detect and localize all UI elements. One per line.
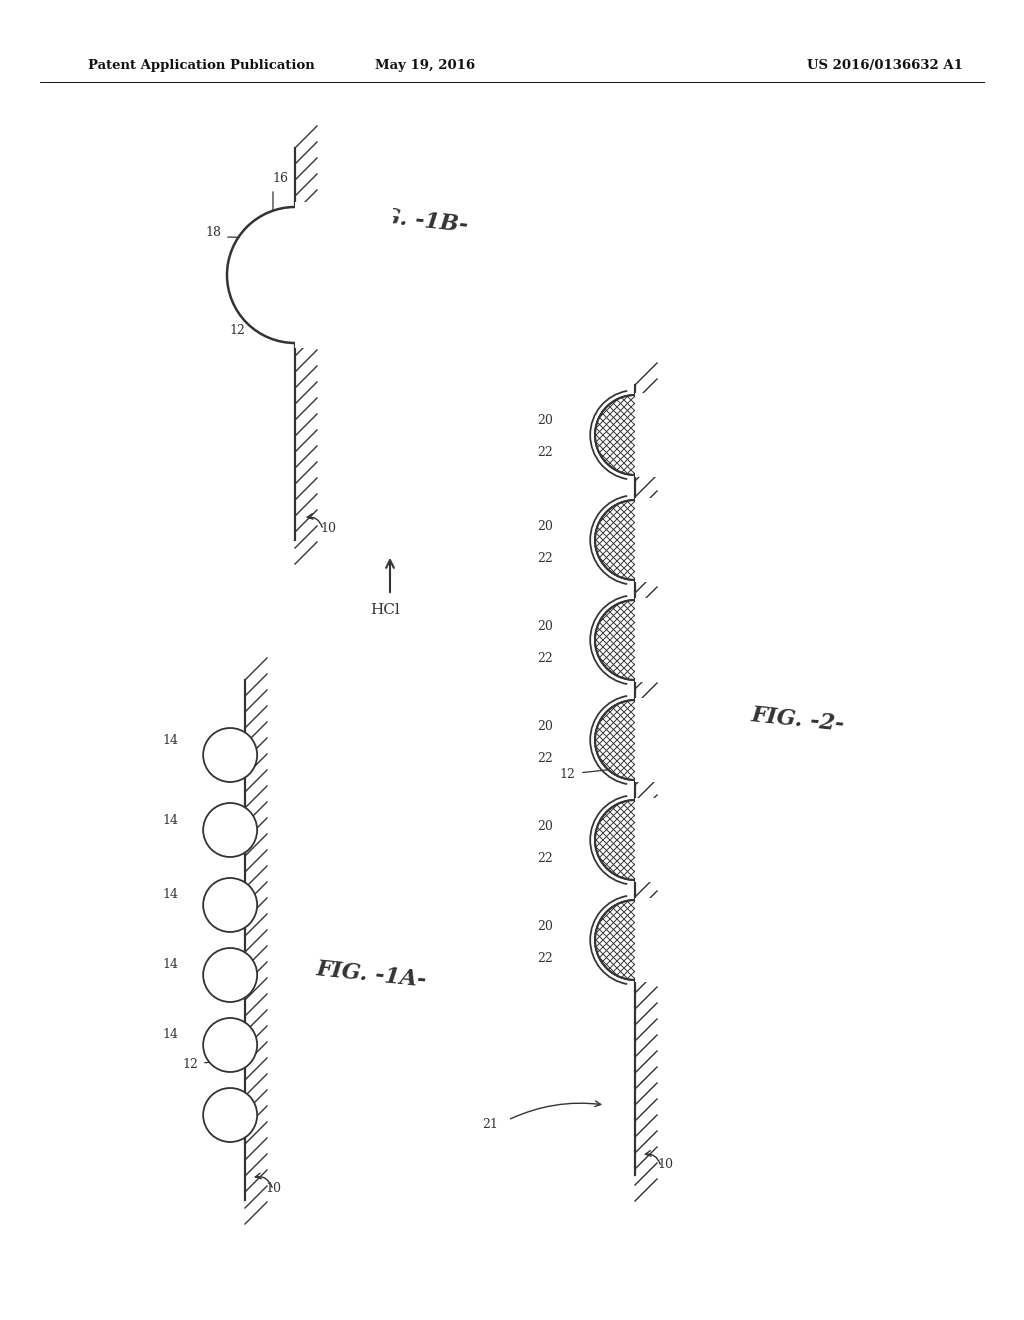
Bar xyxy=(635,898,705,982)
Bar xyxy=(635,698,705,781)
Text: 12: 12 xyxy=(559,767,574,780)
Text: 12: 12 xyxy=(182,1059,198,1072)
Text: 14: 14 xyxy=(162,888,178,902)
Circle shape xyxy=(595,700,675,780)
Text: 20: 20 xyxy=(537,719,553,733)
Text: HCl: HCl xyxy=(370,603,400,616)
Bar xyxy=(295,202,393,348)
Text: 14: 14 xyxy=(162,813,178,826)
Text: 14: 14 xyxy=(162,1028,178,1041)
Text: FIG. -2-: FIG. -2- xyxy=(750,704,846,735)
Text: 10: 10 xyxy=(265,1181,281,1195)
Circle shape xyxy=(595,800,675,880)
Text: 22: 22 xyxy=(538,446,553,459)
Text: 20: 20 xyxy=(537,619,553,632)
Text: 16: 16 xyxy=(272,173,288,186)
Text: Patent Application Publication: Patent Application Publication xyxy=(88,58,314,71)
Text: 10: 10 xyxy=(657,1159,673,1172)
Circle shape xyxy=(595,601,675,680)
Bar xyxy=(635,393,705,477)
Text: 22: 22 xyxy=(538,952,553,965)
Circle shape xyxy=(203,1018,257,1072)
Circle shape xyxy=(203,948,257,1002)
Text: US 2016/0136632 A1: US 2016/0136632 A1 xyxy=(807,58,963,71)
Bar xyxy=(635,799,705,882)
Text: FIG. -1A-: FIG. -1A- xyxy=(315,958,428,991)
Text: 14: 14 xyxy=(162,958,178,972)
Text: 22: 22 xyxy=(538,851,553,865)
Text: 22: 22 xyxy=(538,552,553,565)
Bar xyxy=(635,498,705,582)
Text: 20: 20 xyxy=(537,820,553,833)
Text: 12: 12 xyxy=(229,323,245,337)
Circle shape xyxy=(203,729,257,781)
Circle shape xyxy=(203,878,257,932)
Text: 22: 22 xyxy=(538,652,553,664)
Circle shape xyxy=(227,207,362,343)
Text: 14: 14 xyxy=(162,734,178,747)
Circle shape xyxy=(203,1088,257,1142)
Text: 20: 20 xyxy=(537,520,553,532)
Circle shape xyxy=(595,395,675,475)
Text: 20: 20 xyxy=(537,414,553,428)
Text: 20: 20 xyxy=(537,920,553,932)
Text: 18: 18 xyxy=(205,227,221,239)
Circle shape xyxy=(595,900,675,979)
Text: 10: 10 xyxy=(319,521,336,535)
Text: 21: 21 xyxy=(482,1118,498,1131)
Bar xyxy=(635,598,705,682)
Circle shape xyxy=(203,803,257,857)
Text: May 19, 2016: May 19, 2016 xyxy=(375,58,475,71)
Circle shape xyxy=(595,500,675,579)
Text: FIG. -1B-: FIG. -1B- xyxy=(355,203,470,236)
Text: 22: 22 xyxy=(538,751,553,764)
